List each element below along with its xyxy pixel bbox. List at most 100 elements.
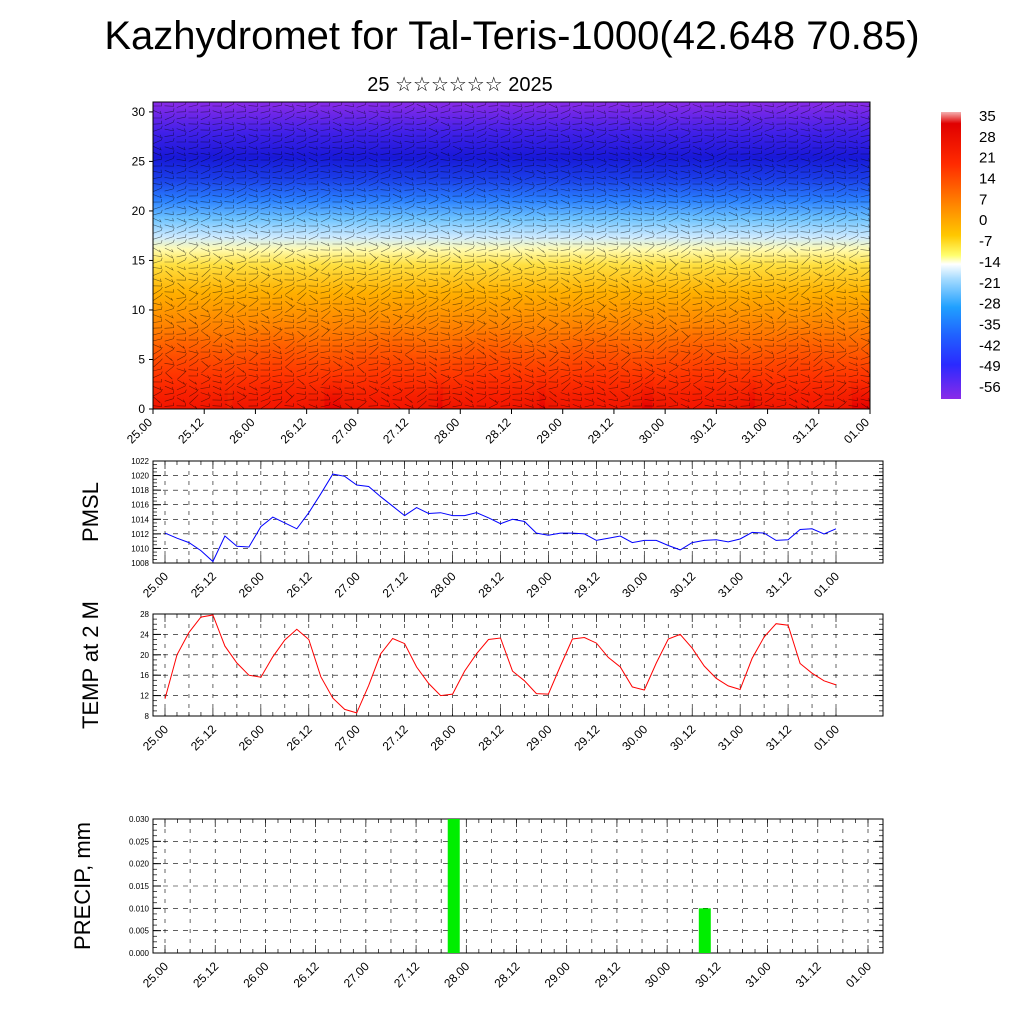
wind-barb <box>824 131 835 139</box>
wind-barb <box>752 145 762 149</box>
wind-barb <box>392 377 403 384</box>
wind-barb <box>728 247 738 251</box>
wind-barb <box>837 360 845 368</box>
wind-barb <box>392 264 402 269</box>
wind-barb <box>489 319 498 325</box>
wind-barb <box>524 325 534 330</box>
wind-barb <box>224 161 235 168</box>
wind-barb <box>164 380 174 385</box>
wind-barb <box>236 239 247 246</box>
wind-barb <box>848 379 858 383</box>
wind-barb <box>645 244 655 254</box>
wind-barb <box>776 205 786 209</box>
wind-barb <box>500 158 510 162</box>
wind-barb <box>188 174 198 179</box>
wind-barb <box>188 385 198 391</box>
wind-barb <box>776 343 786 347</box>
x-tick-label: 30.12 <box>667 569 698 600</box>
wind-barb <box>812 323 823 330</box>
wind-barb <box>513 367 522 373</box>
wind-barb <box>177 247 186 253</box>
wind-barb <box>812 205 822 209</box>
wind-barb <box>273 328 283 338</box>
wind-barb <box>692 104 702 108</box>
wind-barb <box>692 145 702 151</box>
wind-barb <box>680 368 690 372</box>
wind-barb <box>284 378 295 383</box>
wind-barb <box>212 173 223 181</box>
pmsl-line <box>164 473 837 563</box>
wind-barb <box>740 271 750 275</box>
wind-barb <box>705 247 714 253</box>
wind-barb <box>824 287 835 295</box>
wind-barb <box>512 385 522 389</box>
wind-barb <box>153 169 162 174</box>
wind-barb <box>344 331 354 335</box>
wind-barb <box>632 102 643 107</box>
wind-barb <box>285 366 293 373</box>
wind-barb <box>201 364 211 374</box>
wind-barb <box>572 379 582 385</box>
wind-barb <box>680 131 691 139</box>
wind-barb <box>320 247 330 251</box>
wind-barb <box>524 170 534 174</box>
wind-barb <box>344 342 355 348</box>
wind-barb <box>368 336 379 342</box>
wind-barb <box>488 324 499 329</box>
wind-barb <box>668 364 679 373</box>
wind-barb <box>813 391 822 397</box>
wind-barb <box>380 144 390 149</box>
wind-barb <box>476 158 486 162</box>
wind-barb <box>405 247 414 253</box>
wind-barb <box>392 215 403 223</box>
wind-barb <box>236 133 246 139</box>
wind-barb <box>800 324 811 330</box>
wind-barb <box>776 102 787 108</box>
wind-barb <box>260 331 270 335</box>
wind-barb <box>320 120 330 125</box>
wind-barb <box>741 382 751 391</box>
wind-barb <box>560 158 570 163</box>
wind-barb <box>188 206 198 211</box>
wind-barb <box>585 256 595 265</box>
wind-barb <box>272 144 283 149</box>
wind-barb <box>153 403 162 407</box>
wind-barb <box>380 119 391 126</box>
wind-barb <box>524 222 534 227</box>
wind-barb <box>440 251 451 258</box>
wind-barb <box>788 144 798 149</box>
wind-barb <box>632 373 642 377</box>
wind-barb <box>632 308 642 312</box>
wind-barb <box>716 131 727 138</box>
wind-barb <box>212 217 222 221</box>
wind-barb <box>392 222 403 228</box>
wind-barb <box>729 307 737 313</box>
wind-barb <box>164 324 174 329</box>
wind-barb <box>465 391 473 397</box>
wind-barb <box>824 379 834 383</box>
wind-barb <box>308 241 318 245</box>
wind-barb <box>405 258 413 266</box>
wind-barb <box>368 331 378 337</box>
wind-barb <box>380 103 390 107</box>
wind-barb <box>836 227 847 234</box>
wind-barb <box>332 218 342 222</box>
wind-barb <box>512 217 522 222</box>
wind-barb <box>260 218 270 222</box>
wind-barb <box>680 144 691 150</box>
wind-barb <box>716 185 727 192</box>
wind-barb <box>452 329 463 336</box>
wind-barb <box>237 304 247 313</box>
wind-barb <box>524 380 534 384</box>
wind-barb <box>284 175 294 179</box>
wind-barb <box>213 256 223 265</box>
wind-barb <box>296 181 306 186</box>
wind-barb <box>236 277 246 281</box>
wind-barb <box>488 338 498 342</box>
wind-barb <box>548 114 559 120</box>
wind-barb <box>525 337 533 343</box>
wind-barb <box>728 390 739 396</box>
wind-barb <box>776 150 787 155</box>
wind-barb <box>813 370 823 380</box>
wind-barb <box>236 301 246 308</box>
